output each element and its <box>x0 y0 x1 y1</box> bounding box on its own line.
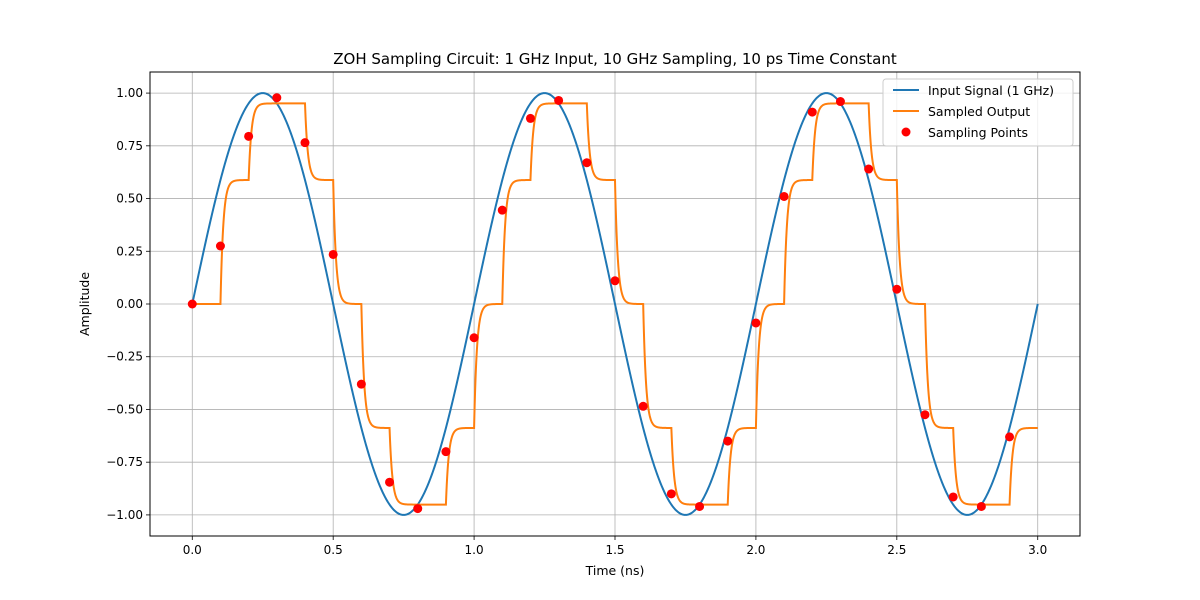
sampling-point <box>215 241 225 251</box>
sampling-point <box>610 276 620 286</box>
sampling-point <box>976 501 986 511</box>
sampling-point <box>497 205 507 215</box>
x-tick-label: 0.0 <box>183 543 202 557</box>
sampling-point <box>582 158 592 168</box>
x-tick-label: 1.5 <box>605 543 624 557</box>
sampling-point <box>920 410 930 420</box>
sampling-point <box>638 401 648 411</box>
y-tick-label: 0.25 <box>116 244 143 258</box>
y-tick-label: −0.50 <box>106 402 143 416</box>
legend-label-sampled-output: Sampled Output <box>928 104 1030 119</box>
legend-swatch-sampling-points <box>901 127 911 137</box>
sampling-point <box>187 299 197 309</box>
sampling-point <box>807 107 817 117</box>
y-tick-label: 0.50 <box>116 192 143 206</box>
y-tick-label: −1.00 <box>106 508 143 522</box>
legend-label-sampling-points: Sampling Points <box>928 125 1028 140</box>
sampling-point <box>469 333 479 343</box>
sampling-point <box>948 492 958 502</box>
y-tick-label: 0.75 <box>116 139 143 153</box>
legend-label-input-signal: Input Signal (1 GHz) <box>928 83 1054 98</box>
sampling-point <box>413 504 423 514</box>
legend-box <box>882 78 1074 147</box>
x-tick-label: 1.0 <box>465 543 484 557</box>
sampling-point <box>525 113 535 123</box>
sampling-point <box>864 164 874 174</box>
sampling-point <box>300 138 310 148</box>
sampling-point <box>892 284 902 294</box>
y-tick-label: −0.25 <box>106 350 143 364</box>
sampling-point <box>244 131 254 141</box>
y-tick-label: 1.00 <box>116 86 143 100</box>
sampling-point <box>441 447 451 457</box>
sampling-point <box>272 93 282 103</box>
x-tick-label: 2.0 <box>746 543 765 557</box>
x-axis-label: Time (ns) <box>585 563 645 578</box>
sampling-point <box>695 501 705 511</box>
sampling-point <box>356 379 366 389</box>
sampling-point <box>835 97 845 107</box>
series-layer <box>187 92 1039 516</box>
y-axis-label: Amplitude <box>77 272 92 336</box>
sampling-point <box>751 318 761 328</box>
sampling-point <box>1005 432 1015 442</box>
x-tick-label: 2.5 <box>887 543 906 557</box>
sampling-point <box>328 249 338 259</box>
legend: Input Signal (1 GHz) Sampled Output Samp… <box>882 78 1074 147</box>
sampling-point <box>554 95 564 105</box>
chart-title: ZOH Sampling Circuit: 1 GHz Input, 10 GH… <box>333 50 897 68</box>
ticks-layer: 0.0 0.5 1.0 1.5 2.0 2.5 3.0 −1.00 −0.75 −0.50 −0.2… <box>106 86 1047 557</box>
sampling-point <box>723 436 733 446</box>
sampling-point <box>666 489 676 499</box>
sampling-point <box>779 191 789 201</box>
y-tick-label: 0.00 <box>116 297 143 311</box>
x-tick-label: 3.0 <box>1028 543 1047 557</box>
y-tick-label: −0.75 <box>106 455 143 469</box>
series-line-sampled-output <box>192 102 1038 506</box>
series-line-input-signal <box>191 92 1039 516</box>
x-tick-label: 0.5 <box>324 543 343 557</box>
sampling-point <box>385 477 395 487</box>
